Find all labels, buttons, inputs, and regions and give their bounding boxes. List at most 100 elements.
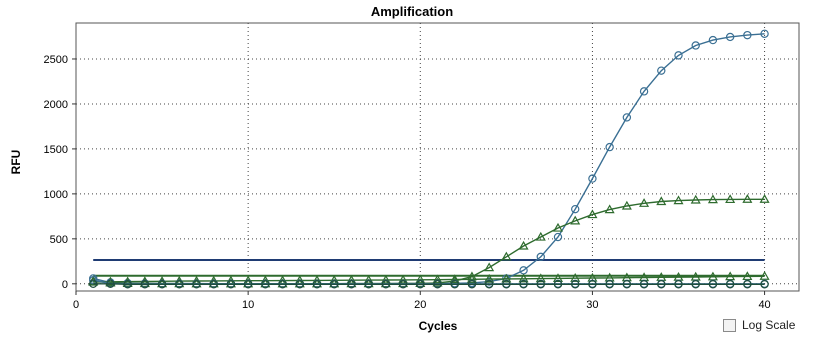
data-point[interactable] <box>157 280 167 289</box>
data-point[interactable] <box>433 280 442 289</box>
data-point[interactable] <box>416 280 425 289</box>
data-point[interactable] <box>657 280 666 289</box>
y-tick-label: 1500 <box>44 144 68 156</box>
y-tick-label: 2000 <box>44 99 68 111</box>
data-point[interactable] <box>466 274 477 283</box>
data-point[interactable] <box>604 204 615 214</box>
data-point[interactable] <box>621 200 632 210</box>
data-point[interactable] <box>691 280 700 289</box>
data-point[interactable] <box>519 280 528 289</box>
data-point[interactable] <box>261 280 270 289</box>
data-point[interactable] <box>381 280 391 289</box>
data-point[interactable] <box>518 273 529 283</box>
data-point[interactable] <box>553 280 563 289</box>
data-point[interactable] <box>330 280 339 289</box>
data-point[interactable] <box>690 194 701 204</box>
data-point[interactable] <box>570 215 581 225</box>
data-point[interactable] <box>552 222 564 232</box>
x-tick-label: 10 <box>242 299 254 311</box>
data-point[interactable] <box>605 280 614 289</box>
data-point[interactable] <box>743 30 752 40</box>
series-4 <box>89 279 769 289</box>
data-point[interactable] <box>175 280 184 289</box>
data-point[interactable] <box>673 195 684 205</box>
data-point[interactable] <box>484 262 495 272</box>
data-point[interactable] <box>691 41 700 50</box>
data-point[interactable] <box>656 196 667 206</box>
data-point[interactable] <box>535 231 546 241</box>
data-point[interactable] <box>743 280 752 289</box>
data-point[interactable] <box>518 240 529 250</box>
plot-area <box>75 22 800 292</box>
data-point[interactable] <box>140 280 150 289</box>
data-point[interactable] <box>398 274 409 284</box>
data-point[interactable] <box>759 271 770 280</box>
data-point[interactable] <box>415 274 426 284</box>
data-point[interactable] <box>449 274 460 284</box>
data-point[interactable] <box>553 232 563 242</box>
series-2 <box>88 271 770 286</box>
data-point[interactable] <box>759 194 770 203</box>
data-point[interactable] <box>89 279 98 289</box>
data-point[interactable] <box>639 280 649 289</box>
data-point[interactable] <box>192 280 201 289</box>
data-point[interactable] <box>725 280 735 289</box>
data-point[interactable] <box>106 279 115 289</box>
x-tick-label: 0 <box>73 299 79 311</box>
data-point[interactable] <box>552 273 564 283</box>
data-point[interactable] <box>398 280 408 289</box>
data-point[interactable] <box>571 204 580 214</box>
data-point[interactable] <box>725 32 735 42</box>
x-tick-label: 20 <box>414 299 426 311</box>
data-point[interactable] <box>209 280 218 289</box>
data-point[interactable] <box>88 276 99 286</box>
log-scale-checkbox[interactable]: Log Scale <box>723 318 795 332</box>
data-point[interactable] <box>347 280 356 289</box>
data-point[interactable] <box>226 280 236 289</box>
data-point[interactable] <box>139 278 150 288</box>
data-point[interactable] <box>708 280 718 289</box>
data-point[interactable] <box>674 280 683 289</box>
data-point[interactable] <box>588 280 597 289</box>
data-point[interactable] <box>432 274 443 284</box>
series-line[interactable] <box>93 283 765 285</box>
data-point[interactable] <box>605 142 614 152</box>
data-point[interactable] <box>742 271 753 281</box>
data-point[interactable] <box>622 280 632 289</box>
data-point[interactable] <box>502 280 511 289</box>
data-point[interactable] <box>708 35 718 45</box>
data-point[interactable] <box>587 209 598 219</box>
log-scale-checkbox-box[interactable] <box>723 318 736 332</box>
data-point[interactable] <box>535 273 546 283</box>
data-point[interactable] <box>571 280 580 289</box>
data-point[interactable] <box>760 29 769 38</box>
data-point[interactable] <box>484 280 494 289</box>
data-point[interactable] <box>622 113 632 122</box>
data-point[interactable] <box>536 252 545 262</box>
data-point[interactable] <box>123 280 132 289</box>
data-point[interactable] <box>243 280 253 289</box>
data-point[interactable] <box>295 280 304 289</box>
data-point[interactable] <box>657 66 666 75</box>
data-point[interactable] <box>312 280 322 289</box>
data-point[interactable] <box>380 274 391 284</box>
data-point[interactable] <box>484 273 495 283</box>
data-point[interactable] <box>501 251 512 261</box>
data-point[interactable] <box>725 194 736 204</box>
data-point[interactable] <box>674 51 683 60</box>
series-line[interactable] <box>93 275 765 283</box>
data-point[interactable] <box>450 280 459 289</box>
data-point[interactable] <box>639 87 649 96</box>
data-point[interactable] <box>501 273 512 283</box>
data-point[interactable] <box>588 174 597 183</box>
data-point[interactable] <box>742 194 753 203</box>
data-point[interactable] <box>364 280 373 289</box>
data-point[interactable] <box>639 198 650 207</box>
data-point[interactable] <box>122 278 133 287</box>
data-point[interactable] <box>278 280 287 289</box>
data-point[interactable] <box>536 280 545 289</box>
data-point[interactable] <box>707 194 718 204</box>
data-point[interactable] <box>467 280 477 289</box>
x-tick-label: 40 <box>758 299 770 311</box>
data-point[interactable] <box>760 280 769 289</box>
